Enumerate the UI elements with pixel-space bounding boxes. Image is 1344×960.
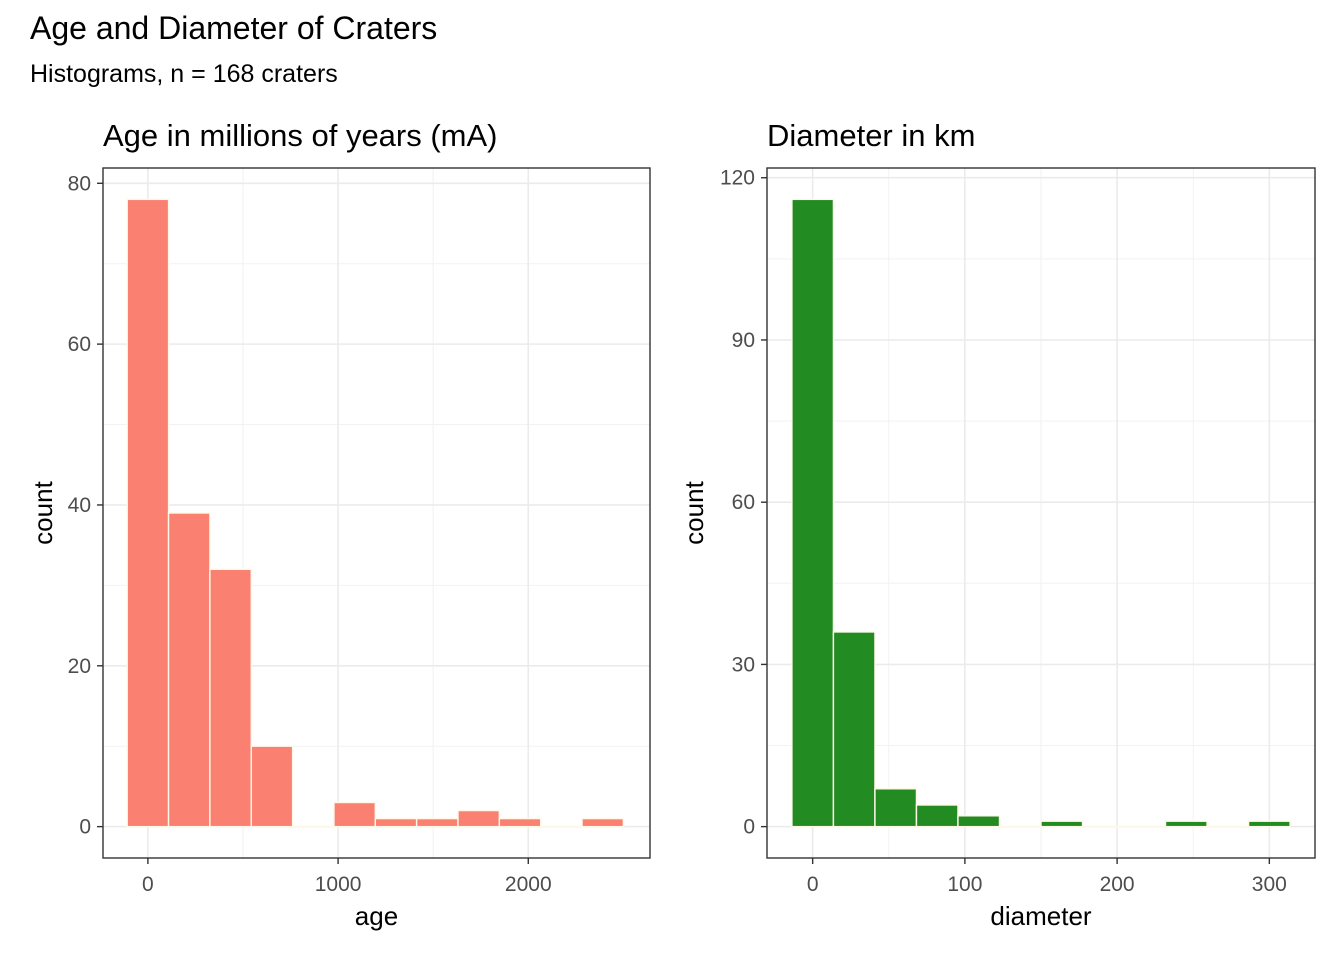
panel-2-histogram-bar	[1040, 820, 1084, 828]
panel-1-y-tick-label: 0	[79, 816, 91, 839]
panel-1-y-tick-label: 60	[68, 333, 91, 356]
panel-2-panel-border	[766, 167, 1316, 859]
panel-1-y-axis-title: count	[28, 480, 58, 544]
panel-1-histogram-bar	[539, 825, 583, 828]
panel-1-panel-border	[102, 167, 651, 859]
panel-2-y-tick-label: 90	[732, 329, 755, 352]
panel-1-histogram-bar	[498, 817, 542, 828]
panel-2-histogram-bar	[1123, 825, 1167, 828]
panel-1-histogram-bar	[126, 198, 170, 828]
panel-1-histogram-bar	[167, 512, 211, 828]
panel-2-y-tick-label: 60	[732, 491, 755, 514]
panel-1-histogram-bar	[457, 809, 501, 828]
panel-1-histogram-bar	[291, 825, 335, 828]
panel-1-title: Age in millions of years (mA)	[103, 118, 498, 153]
panel-1-y-tick-label: 40	[68, 494, 91, 517]
panel-1-histogram-bar	[415, 817, 459, 828]
panel-2-histogram-bar	[915, 804, 959, 828]
panel-1-histogram-bar	[250, 745, 294, 828]
panel-1-histogram-bar	[581, 817, 625, 828]
panel-1-histogram-bar	[333, 801, 377, 828]
panel-1-x-tick-label: 1000	[315, 873, 362, 896]
panel-1-histogram-bar	[374, 817, 418, 828]
panel-2-x-axis-title: diameter	[990, 901, 1091, 931]
panel-1-x-tick-label: 2000	[505, 873, 552, 896]
panel-2-histogram-bar	[957, 815, 1001, 828]
page-subtitle: Histograms, n = 168 craters	[30, 60, 338, 88]
panel-1-x-tick-label: 0	[142, 873, 154, 896]
panel-2-histogram-bar	[1081, 825, 1125, 828]
panel-2-x-tick-label: 300	[1252, 873, 1287, 896]
panel-2-y-axis-title: count	[679, 480, 709, 544]
panel-2-histogram-bar	[791, 198, 835, 828]
panel-2-x-tick-label: 200	[1100, 873, 1135, 896]
page-title: Age and Diameter of Craters	[30, 10, 438, 46]
panel-2-title: Diameter in km	[767, 118, 975, 153]
panel-2-x-tick-label: 0	[807, 873, 819, 896]
panel-1-histogram-bar	[209, 568, 252, 828]
panel-1-y-tick-label: 80	[68, 172, 91, 195]
panel-1-x-axis-title: age	[355, 901, 398, 931]
panel-2-y-tick-label: 30	[732, 653, 755, 676]
panel-2-histogram-bar	[1164, 820, 1208, 828]
panel-2-histogram-bar	[874, 788, 918, 828]
panel-2-y-tick-label: 0	[743, 816, 755, 839]
panel-2-x-tick-label: 100	[947, 873, 982, 896]
panel-2-y-tick-label: 120	[720, 167, 755, 190]
panel-1-y-tick-label: 20	[68, 655, 91, 678]
panel-2-histogram-bar	[1206, 825, 1250, 828]
panel-2-histogram-bar	[832, 631, 876, 828]
panel-2-histogram-bar	[998, 825, 1042, 828]
panel-2-histogram-bar	[1247, 820, 1291, 828]
